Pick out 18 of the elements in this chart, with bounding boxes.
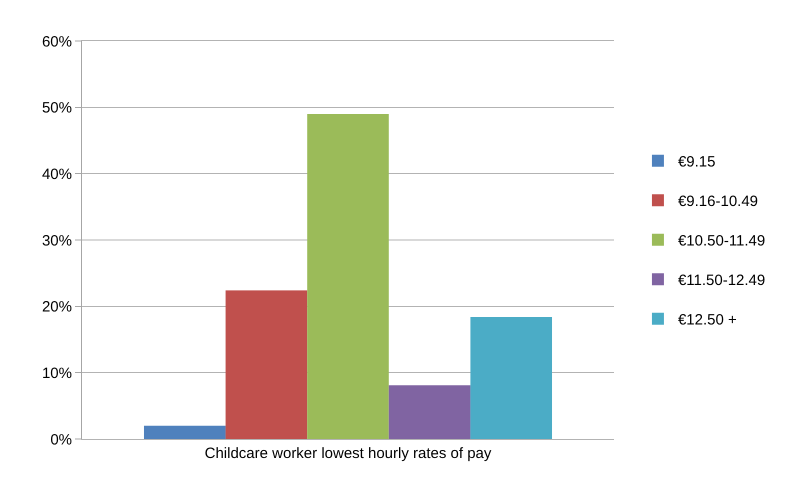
legend-label: €10.50-11.49 bbox=[678, 232, 766, 250]
bar bbox=[388, 385, 470, 439]
bar bbox=[226, 290, 308, 439]
y-tick-label: 60% bbox=[42, 33, 72, 50]
bar bbox=[144, 426, 226, 439]
y-tick-label: 40% bbox=[42, 166, 72, 183]
legend-label: €9.15 bbox=[678, 154, 716, 171]
y-tick-label: 10% bbox=[42, 364, 72, 382]
bar bbox=[307, 114, 389, 439]
legend-label: €9.16-10.49 bbox=[678, 193, 758, 210]
y-tick-label: 50% bbox=[42, 100, 72, 117]
bar bbox=[470, 316, 552, 439]
legend-label: €12.50 + bbox=[678, 312, 737, 329]
legend-label: €11.50-12.49 bbox=[678, 272, 766, 290]
y-tick-label: 30% bbox=[42, 232, 72, 250]
y-tick-label: 0% bbox=[50, 431, 72, 448]
x-tick-label: Childcare worker lowest hourly rates of pay bbox=[204, 445, 492, 462]
y-tick-label: 20% bbox=[42, 298, 72, 316]
